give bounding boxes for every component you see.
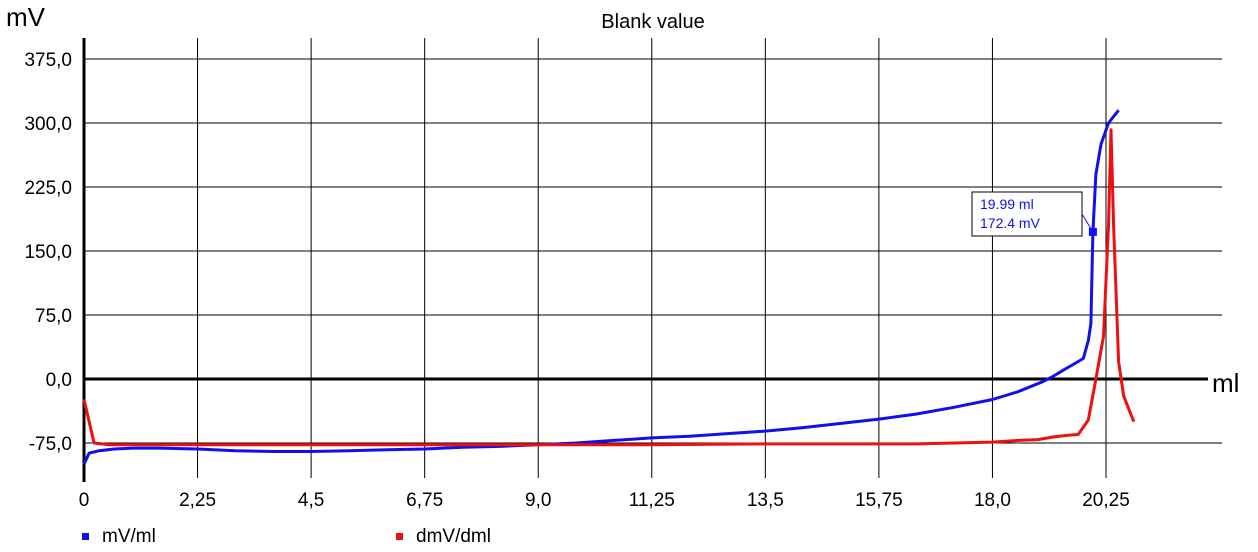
x-tick-label: 13,5 <box>747 490 784 511</box>
x-tick-label: 11,25 <box>629 490 675 511</box>
x-tick-label: 20,25 <box>1082 490 1130 511</box>
legend-label: mV/ml <box>102 526 156 547</box>
y-axis-unit: mV <box>6 2 46 32</box>
chart-title: Blank value <box>601 11 704 33</box>
annotation: 19.99 ml 172.4 mV <box>971 191 1097 237</box>
x-tick-label: 4,5 <box>298 490 324 511</box>
x-tick-label: 2,25 <box>179 490 216 511</box>
axes <box>82 38 1208 482</box>
annotation-label: 19.99 ml <box>980 196 1034 212</box>
y-tick-label: 300,0 <box>24 114 72 135</box>
x-axis-unit: ml <box>1212 368 1239 398</box>
series-line-mv-per-ml <box>82 109 1120 465</box>
series-line-dmv-per-dml <box>82 128 1136 447</box>
y-tick-label: -75,0 <box>29 434 72 455</box>
x-tick-label: 18,0 <box>974 490 1011 511</box>
legend: mV/ml dmV/dml <box>82 526 491 547</box>
annotation-box <box>971 191 1083 237</box>
legend-swatch <box>82 533 89 540</box>
series <box>82 109 1136 465</box>
annotation-leader <box>1081 213 1094 233</box>
y-tick-label: 150,0 <box>24 242 72 263</box>
x-tick-label: 0 <box>79 490 90 511</box>
legend-label: dmV/dml <box>416 526 491 547</box>
legend-swatch <box>396 533 403 540</box>
x-tick-label: 15,75 <box>855 490 903 511</box>
y-tick-label: 375,0 <box>24 50 72 71</box>
x-tick-label: 9,0 <box>525 490 551 511</box>
grid <box>84 38 1222 478</box>
tick-labels: -75,0 0,0 75,0 150,0 225,0 300,0 375,0 0 2,25 4,5… <box>24 50 1129 511</box>
annotation-label: 172.4 mV <box>980 215 1041 231</box>
y-tick-label: 225,0 <box>24 178 72 199</box>
x-tick-label: 6,75 <box>406 490 443 511</box>
y-tick-label: 75,0 <box>35 306 72 327</box>
y-tick-label: 0,0 <box>46 370 72 391</box>
